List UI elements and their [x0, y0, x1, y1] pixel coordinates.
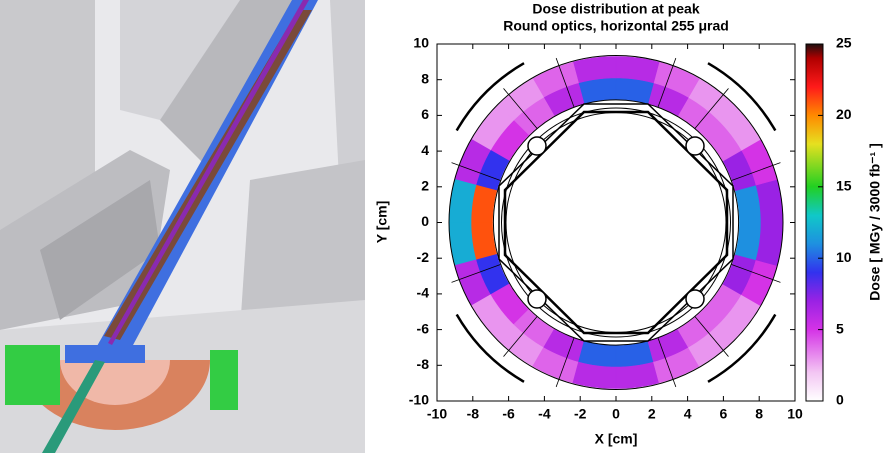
- x-axis-label: X [cm]: [595, 431, 638, 447]
- y-tick-label: -6: [417, 320, 430, 336]
- colorbar-tick-label: 15: [836, 178, 852, 194]
- x-tick-label: -2: [574, 406, 587, 422]
- x-tick-label: 4: [684, 406, 692, 422]
- colorbar-tick-label: 25: [836, 35, 852, 51]
- figure: Dose distribution at peak Round optics, …: [0, 0, 887, 453]
- y-tick-label: 0: [421, 213, 429, 229]
- colorbar-tick-label: 0: [836, 392, 844, 408]
- colorbar-label: Dose [ MGy / 3000 fb⁻¹ ]: [867, 143, 883, 301]
- y-tick-label: -4: [417, 285, 430, 301]
- colorbar-tick-label: 10: [836, 249, 852, 265]
- x-tick-label: -8: [467, 406, 480, 422]
- y-tick-label: -8: [417, 356, 430, 372]
- chart-subtitle: Round optics, horizontal 255 μrad: [503, 18, 729, 34]
- y-tick-label: -2: [417, 249, 430, 265]
- colorbar: [806, 44, 823, 401]
- x-tick-label: 6: [720, 406, 728, 422]
- y-tick-label: 4: [421, 142, 429, 158]
- y-tick-label: 2: [421, 178, 429, 194]
- colorbar-tick-label: 20: [836, 106, 852, 122]
- render-3d: [0, 0, 365, 453]
- x-tick-label: 10: [787, 406, 803, 422]
- x-tick-label: -4: [538, 406, 551, 422]
- x-tick-label: 2: [648, 406, 656, 422]
- colorbar-tick-label: 5: [836, 320, 844, 336]
- x-tick-label: 0: [612, 406, 620, 422]
- x-tick-label: -6: [502, 406, 515, 422]
- y-tick-label: 8: [421, 70, 429, 86]
- x-tick-label: -10: [427, 406, 447, 422]
- chart-title: Dose distribution at peak: [532, 1, 699, 17]
- y-tick-label: 6: [421, 106, 429, 122]
- y-tick-label: 10: [413, 35, 429, 51]
- x-tick-label: 8: [755, 406, 763, 422]
- y-tick-label: -10: [409, 392, 429, 408]
- y-axis-label: Y [cm]: [374, 201, 390, 244]
